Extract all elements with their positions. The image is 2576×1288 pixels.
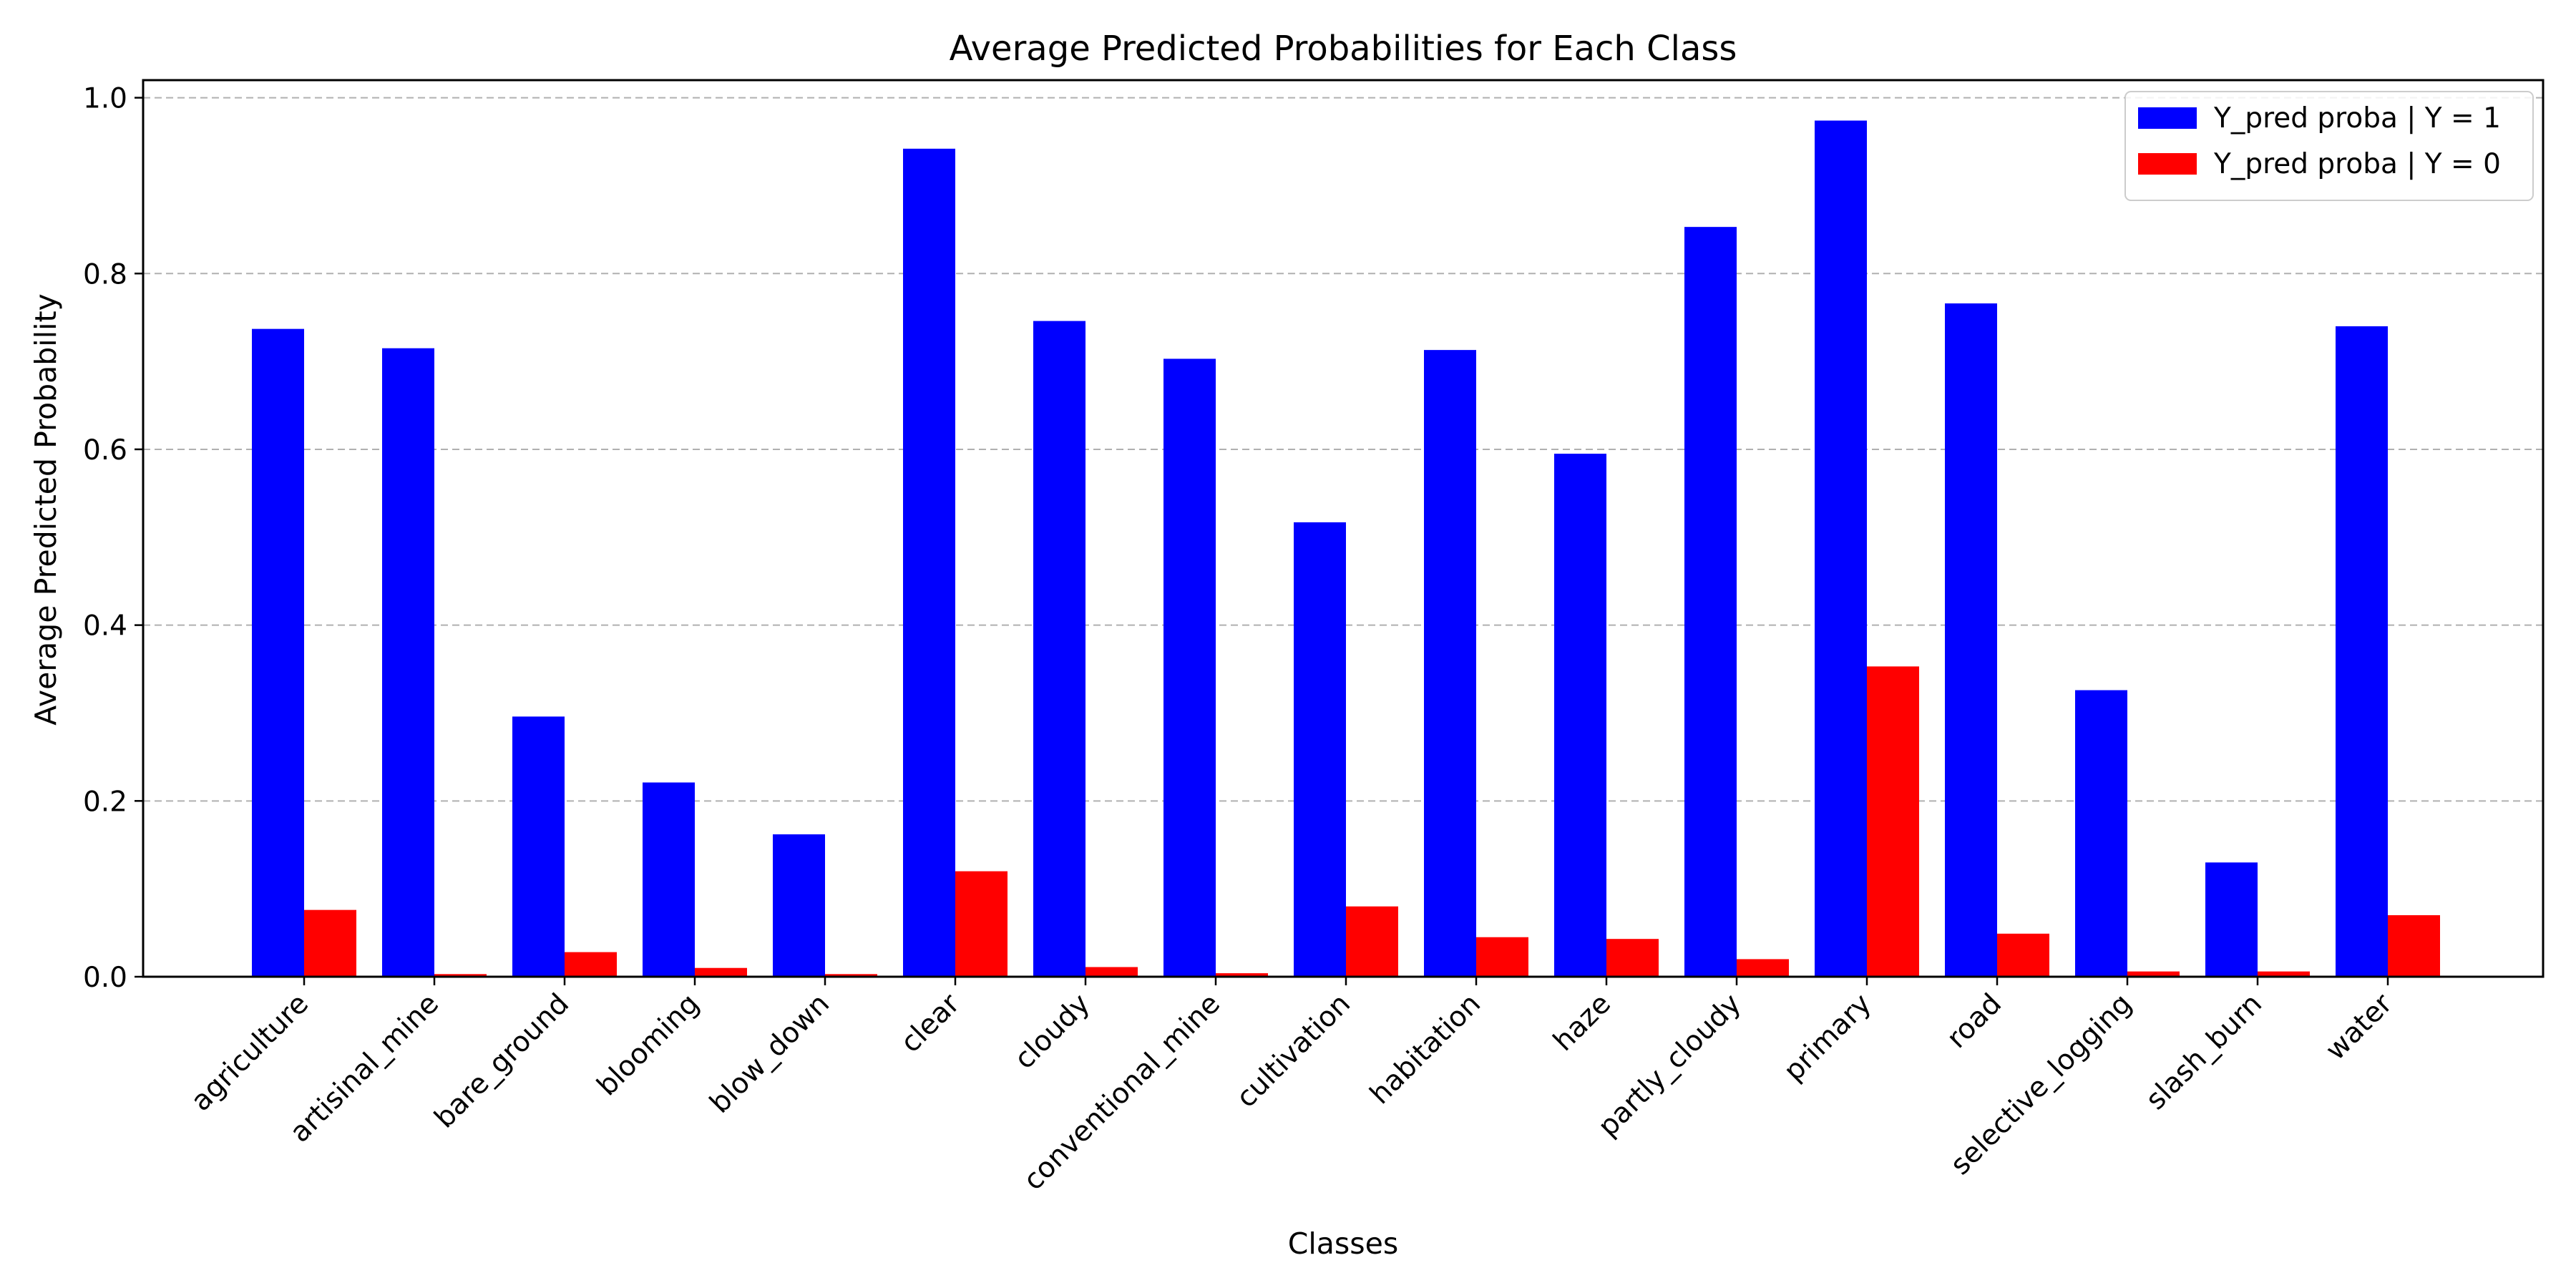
bar-y1 xyxy=(2075,690,2127,977)
y-tick-label: 0.8 xyxy=(83,258,127,291)
x-axis-label: Classes xyxy=(1288,1226,1398,1261)
bar-y1 xyxy=(1294,522,1346,977)
legend-box xyxy=(2124,91,2534,201)
plot-frame xyxy=(142,79,2545,978)
bar-y0 xyxy=(434,974,487,977)
x-tick-label: habitation xyxy=(1364,987,1487,1111)
x-tick-label: clear xyxy=(894,987,967,1060)
x-tick-label: cultivation xyxy=(1230,987,1357,1114)
bar-y0 xyxy=(825,974,877,977)
bar-y0 xyxy=(1476,937,1528,977)
bar-y1 xyxy=(512,716,565,977)
x-tick-label: cloudy xyxy=(1008,987,1096,1075)
bar-y1 xyxy=(643,782,695,977)
bar-y1 xyxy=(903,148,955,977)
bar-y0 xyxy=(304,909,356,977)
x-tick-label: primary xyxy=(1777,987,1878,1088)
y-tick-label: 0.4 xyxy=(83,610,127,643)
bar-y1 xyxy=(1554,454,1606,977)
y-tick-label: 0.6 xyxy=(83,434,127,467)
chart-title: Average Predicted Probabilities for Each… xyxy=(950,29,1737,69)
legend-swatch xyxy=(2138,153,2197,175)
y-axis-ticks: 0.0 0.2 0.4 0.6 0.8 1.0 xyxy=(83,83,143,994)
y-axis-label: Average Predicted Probability xyxy=(29,293,63,726)
bar-y0 xyxy=(955,871,1008,977)
bar-y0 xyxy=(2388,915,2440,977)
bar-y0 xyxy=(1216,973,1268,977)
y-tick-label: 0.2 xyxy=(83,786,127,818)
bar-y0 xyxy=(695,967,747,977)
bar-y0 xyxy=(1085,967,1138,977)
x-tick-label: bare_ground xyxy=(429,987,575,1134)
bar-y1 xyxy=(2336,326,2388,977)
x-tick-label: agriculture xyxy=(185,987,316,1118)
x-tick-label: slash_burn xyxy=(2140,987,2268,1116)
bar-y0 xyxy=(1867,666,1919,977)
bar-y1 xyxy=(1163,358,1216,977)
x-tick-label: road xyxy=(1941,987,2008,1055)
bar-y0 xyxy=(1737,959,1789,977)
bar-y1 xyxy=(2205,862,2258,977)
bar-y1 xyxy=(1033,321,1085,977)
bar-y0 xyxy=(2127,971,2180,977)
bar-y1 xyxy=(1424,350,1476,977)
bar-y0 xyxy=(565,952,617,977)
x-tick-label: water xyxy=(2320,987,2399,1067)
x-tick-label: blow_down xyxy=(703,987,836,1120)
bar-y1 xyxy=(1945,303,1997,977)
bar-y0 xyxy=(1997,933,2049,977)
bar-y1 xyxy=(773,834,825,977)
bar-y0 xyxy=(2258,971,2310,977)
legend-label: Y_pred proba | Y = 1 xyxy=(2213,102,2501,135)
legend-label: Y_pred proba | Y = 0 xyxy=(2213,148,2501,180)
legend: Y_pred proba | Y = 1 Y_pred proba | Y = 0 xyxy=(2124,91,2534,201)
y-tick-label: 0.0 xyxy=(83,962,127,994)
y-tick-label: 1.0 xyxy=(83,83,127,115)
bar-y1 xyxy=(1815,120,1867,977)
bars xyxy=(252,120,2440,977)
bar-y1 xyxy=(1684,227,1737,977)
bar-y1 xyxy=(382,348,434,977)
x-tick-label: haze xyxy=(1547,987,1617,1058)
bar-y0 xyxy=(1346,906,1398,977)
bar-y1 xyxy=(252,328,304,977)
bar-y0 xyxy=(1606,939,1659,977)
legend-swatch xyxy=(2138,107,2197,129)
x-tick-label: blooming xyxy=(591,987,706,1102)
